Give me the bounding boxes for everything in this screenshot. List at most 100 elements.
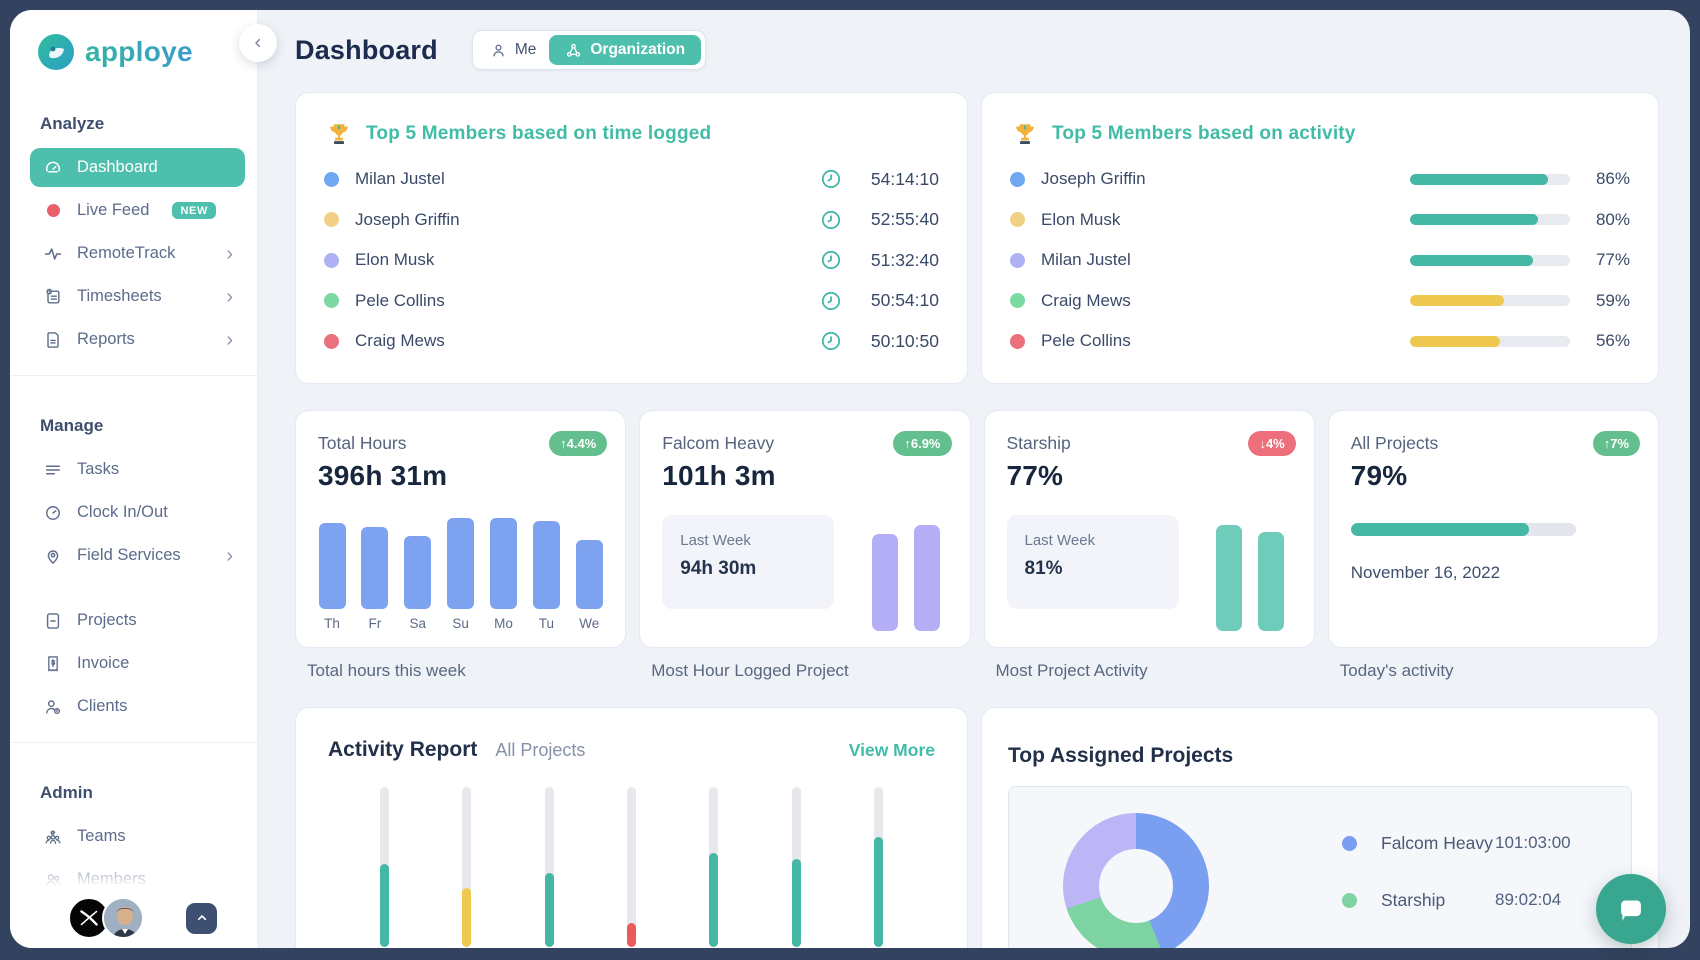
member-name: Craig Mews: [355, 331, 445, 351]
sidebar-item-reports[interactable]: Reports ›: [30, 320, 245, 359]
legend-row: Falcom Heavy 101:03:00: [1342, 832, 1571, 854]
sidebar-item-tasks[interactable]: Tasks: [30, 450, 245, 489]
sidebar-item-teams[interactable]: Teams: [30, 817, 245, 856]
chevron-right-icon: ›: [226, 544, 233, 567]
member-dot: [324, 293, 339, 309]
scroll-up-button[interactable]: [186, 902, 217, 934]
new-badge: NEW: [172, 202, 216, 219]
sidebar-item-label: Reports: [77, 330, 135, 348]
app-screen: apploye Analyze Dashboard Live Feed NEW …: [10, 10, 1690, 948]
clock-icon: [819, 289, 843, 313]
clock-icon: [819, 167, 843, 191]
member-dot: [324, 252, 339, 268]
comparison-bars: [1215, 519, 1284, 631]
toggle-me[interactable]: Me: [477, 35, 550, 65]
member-name: Elon Musk: [1041, 209, 1121, 229]
member-activity-row: Elon Musk 80%: [1010, 200, 1630, 241]
stat-date: November 16, 2022: [1350, 563, 1501, 582]
member-name: Joseph Griffin: [1041, 169, 1146, 189]
day-label: Su: [452, 616, 469, 631]
apploye-logo-icon: [38, 34, 74, 70]
member-time-row: Elon Musk 51:32:40: [324, 240, 939, 281]
report-bar-track: [380, 787, 389, 947]
bar: [1215, 524, 1242, 631]
stat-title: Total Hours: [318, 433, 407, 453]
toggle-organization[interactable]: Organization: [549, 35, 702, 65]
clock-icon: [819, 329, 843, 353]
member-time: 52:55:40: [870, 209, 939, 230]
day-label: Th: [324, 616, 340, 631]
sidebar-item-invoice[interactable]: Invoice: [30, 644, 245, 683]
chat-widget-button[interactable]: [1596, 874, 1666, 944]
donut-chart: [1063, 813, 1209, 948]
trophy-icon: [1012, 121, 1038, 147]
member-dot: [1010, 252, 1025, 268]
member-activity-row: Milan Justel 77%: [1010, 240, 1630, 281]
apploye-logo[interactable]: apploye: [38, 34, 257, 70]
report-bar-track: [462, 787, 472, 947]
trend-badge: ↑6.9%: [893, 431, 952, 456]
legend-row: Crew Dragon 77:34:10: [1342, 946, 1571, 949]
donut-legend: Falcom Heavy 101:03:00 Starship 89:02:04…: [1342, 832, 1571, 948]
report-bar-track: [873, 787, 883, 947]
sidebar-item-label: Projects: [77, 611, 137, 629]
clock-icon: [819, 248, 843, 272]
report-bar-track: [791, 787, 801, 947]
sidebar-item-dashboard[interactable]: Dashboard: [30, 148, 245, 187]
divider: [10, 375, 258, 376]
sidebar-item-timesheets[interactable]: Timesheets ›: [30, 277, 245, 316]
sidebar-item-clock-in-out[interactable]: Clock In/Out: [30, 493, 245, 532]
sidebar-item-projects[interactable]: Projects: [30, 601, 245, 640]
sidebar-item-clients[interactable]: Clients: [30, 687, 245, 726]
top5-activity-card: Top 5 Members based on activity Joseph G…: [981, 92, 1659, 384]
legend-project-time: 77:34:10: [1495, 947, 1561, 948]
trend-badge: ↑4.4%: [549, 431, 608, 456]
sidebar-item-label: Clock In/Out: [77, 503, 168, 521]
day-bar: [404, 536, 432, 609]
sidebar-item-live-feed[interactable]: Live Feed NEW: [30, 191, 245, 230]
donut-hole: [1099, 849, 1173, 923]
sidebar-item-label: Teams: [77, 827, 126, 845]
pulse-icon: [42, 243, 64, 265]
card-caption: Most Project Activity: [995, 661, 1148, 680]
day-label: Mo: [494, 616, 513, 631]
sidebar-item-field-services[interactable]: Field Services ›: [30, 536, 245, 575]
day-label: Fr: [368, 616, 382, 631]
total-hours-card: Total Hours 396h 31m ↑4.4% Th Fr Sa Su M…: [295, 410, 627, 648]
member-time: 50:54:10: [870, 290, 939, 311]
stat-value: 101h 3m: [662, 460, 776, 491]
activity-percent: 80%: [1595, 209, 1630, 229]
invoice-receipt-icon: [42, 653, 64, 675]
activity-bar-track: [1410, 335, 1570, 347]
sidebar-item-remotetrack[interactable]: RemoteTrack ›: [30, 234, 245, 273]
clock-icon: [42, 502, 64, 524]
sidebar: apploye Analyze Dashboard Live Feed NEW …: [10, 10, 258, 948]
view-more-link[interactable]: View More: [848, 740, 935, 760]
activity-percent: 59%: [1595, 290, 1630, 310]
sidebar-collapse-button[interactable]: [239, 24, 277, 62]
me-organization-toggle: Me Organization: [471, 30, 707, 70]
sidebar-item-members[interactable]: Members: [30, 860, 245, 899]
activity-bar-track: [1410, 214, 1570, 226]
sidebar-nav: Analyze Dashboard Live Feed NEW RemoteTr…: [10, 114, 258, 942]
member-activity-row: Joseph Griffin 86%: [1010, 159, 1630, 200]
dashboard-gauge-icon: [42, 157, 64, 179]
user-avatar[interactable]: [102, 897, 144, 939]
sidebar-item-label: Live Feed: [77, 201, 150, 219]
project-document-icon: [42, 610, 64, 632]
card-caption: Total hours this week: [307, 661, 466, 680]
comparison-bars: [871, 519, 940, 631]
clock-icon: [819, 208, 843, 232]
activity-progress-fill: [1350, 523, 1529, 536]
report-filter[interactable]: All Projects: [495, 740, 586, 760]
page-title: Dashboard: [295, 34, 438, 65]
card-caption: Most Hour Logged Project: [651, 661, 849, 680]
member-dot: [1010, 333, 1025, 349]
member-name: Pele Collins: [1041, 331, 1131, 351]
todays-activity-card: All Projects 79% ↑7% November 16, 2022: [1327, 410, 1659, 648]
member-name: Pele Collins: [355, 290, 445, 310]
last-week-label: Last Week: [1024, 532, 1096, 549]
member-dot: [1010, 171, 1025, 187]
toggle-me-label: Me: [514, 41, 537, 58]
trophy-icon: [326, 121, 352, 147]
